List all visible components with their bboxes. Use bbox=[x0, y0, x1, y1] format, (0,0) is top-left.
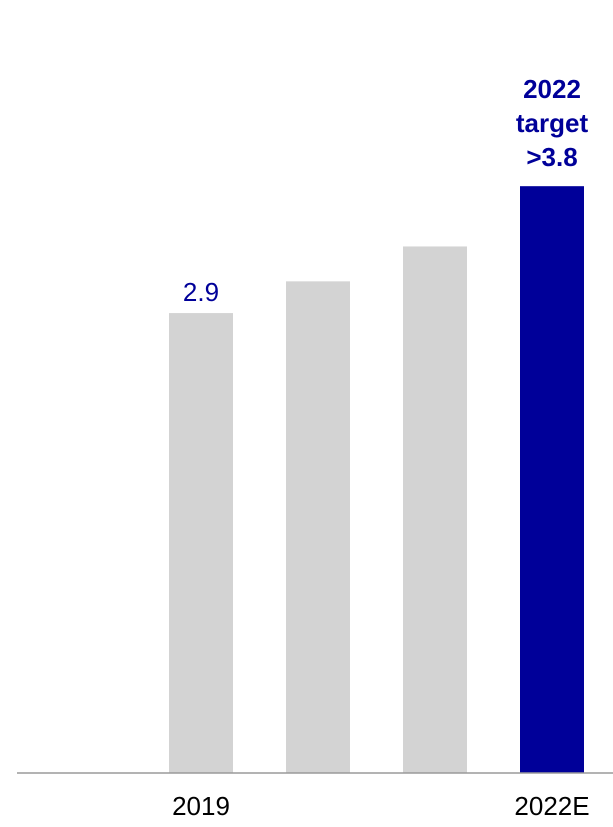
bar-0 bbox=[169, 313, 233, 773]
labels-group: 2.9 2019 2022E 2022 target >3.8 bbox=[172, 74, 590, 821]
bar-1 bbox=[286, 281, 350, 773]
bar-3 bbox=[520, 186, 584, 773]
target-label-line-1: target bbox=[516, 108, 589, 138]
x-tick-label-3: 2022E bbox=[514, 791, 589, 821]
x-tick-label-0: 2019 bbox=[172, 791, 230, 821]
bars-group bbox=[169, 186, 584, 773]
bar-2 bbox=[403, 246, 467, 773]
target-label-line-0: 2022 bbox=[523, 74, 581, 104]
target-label-line-2: >3.8 bbox=[526, 142, 577, 172]
data-label-0: 2.9 bbox=[183, 277, 219, 307]
